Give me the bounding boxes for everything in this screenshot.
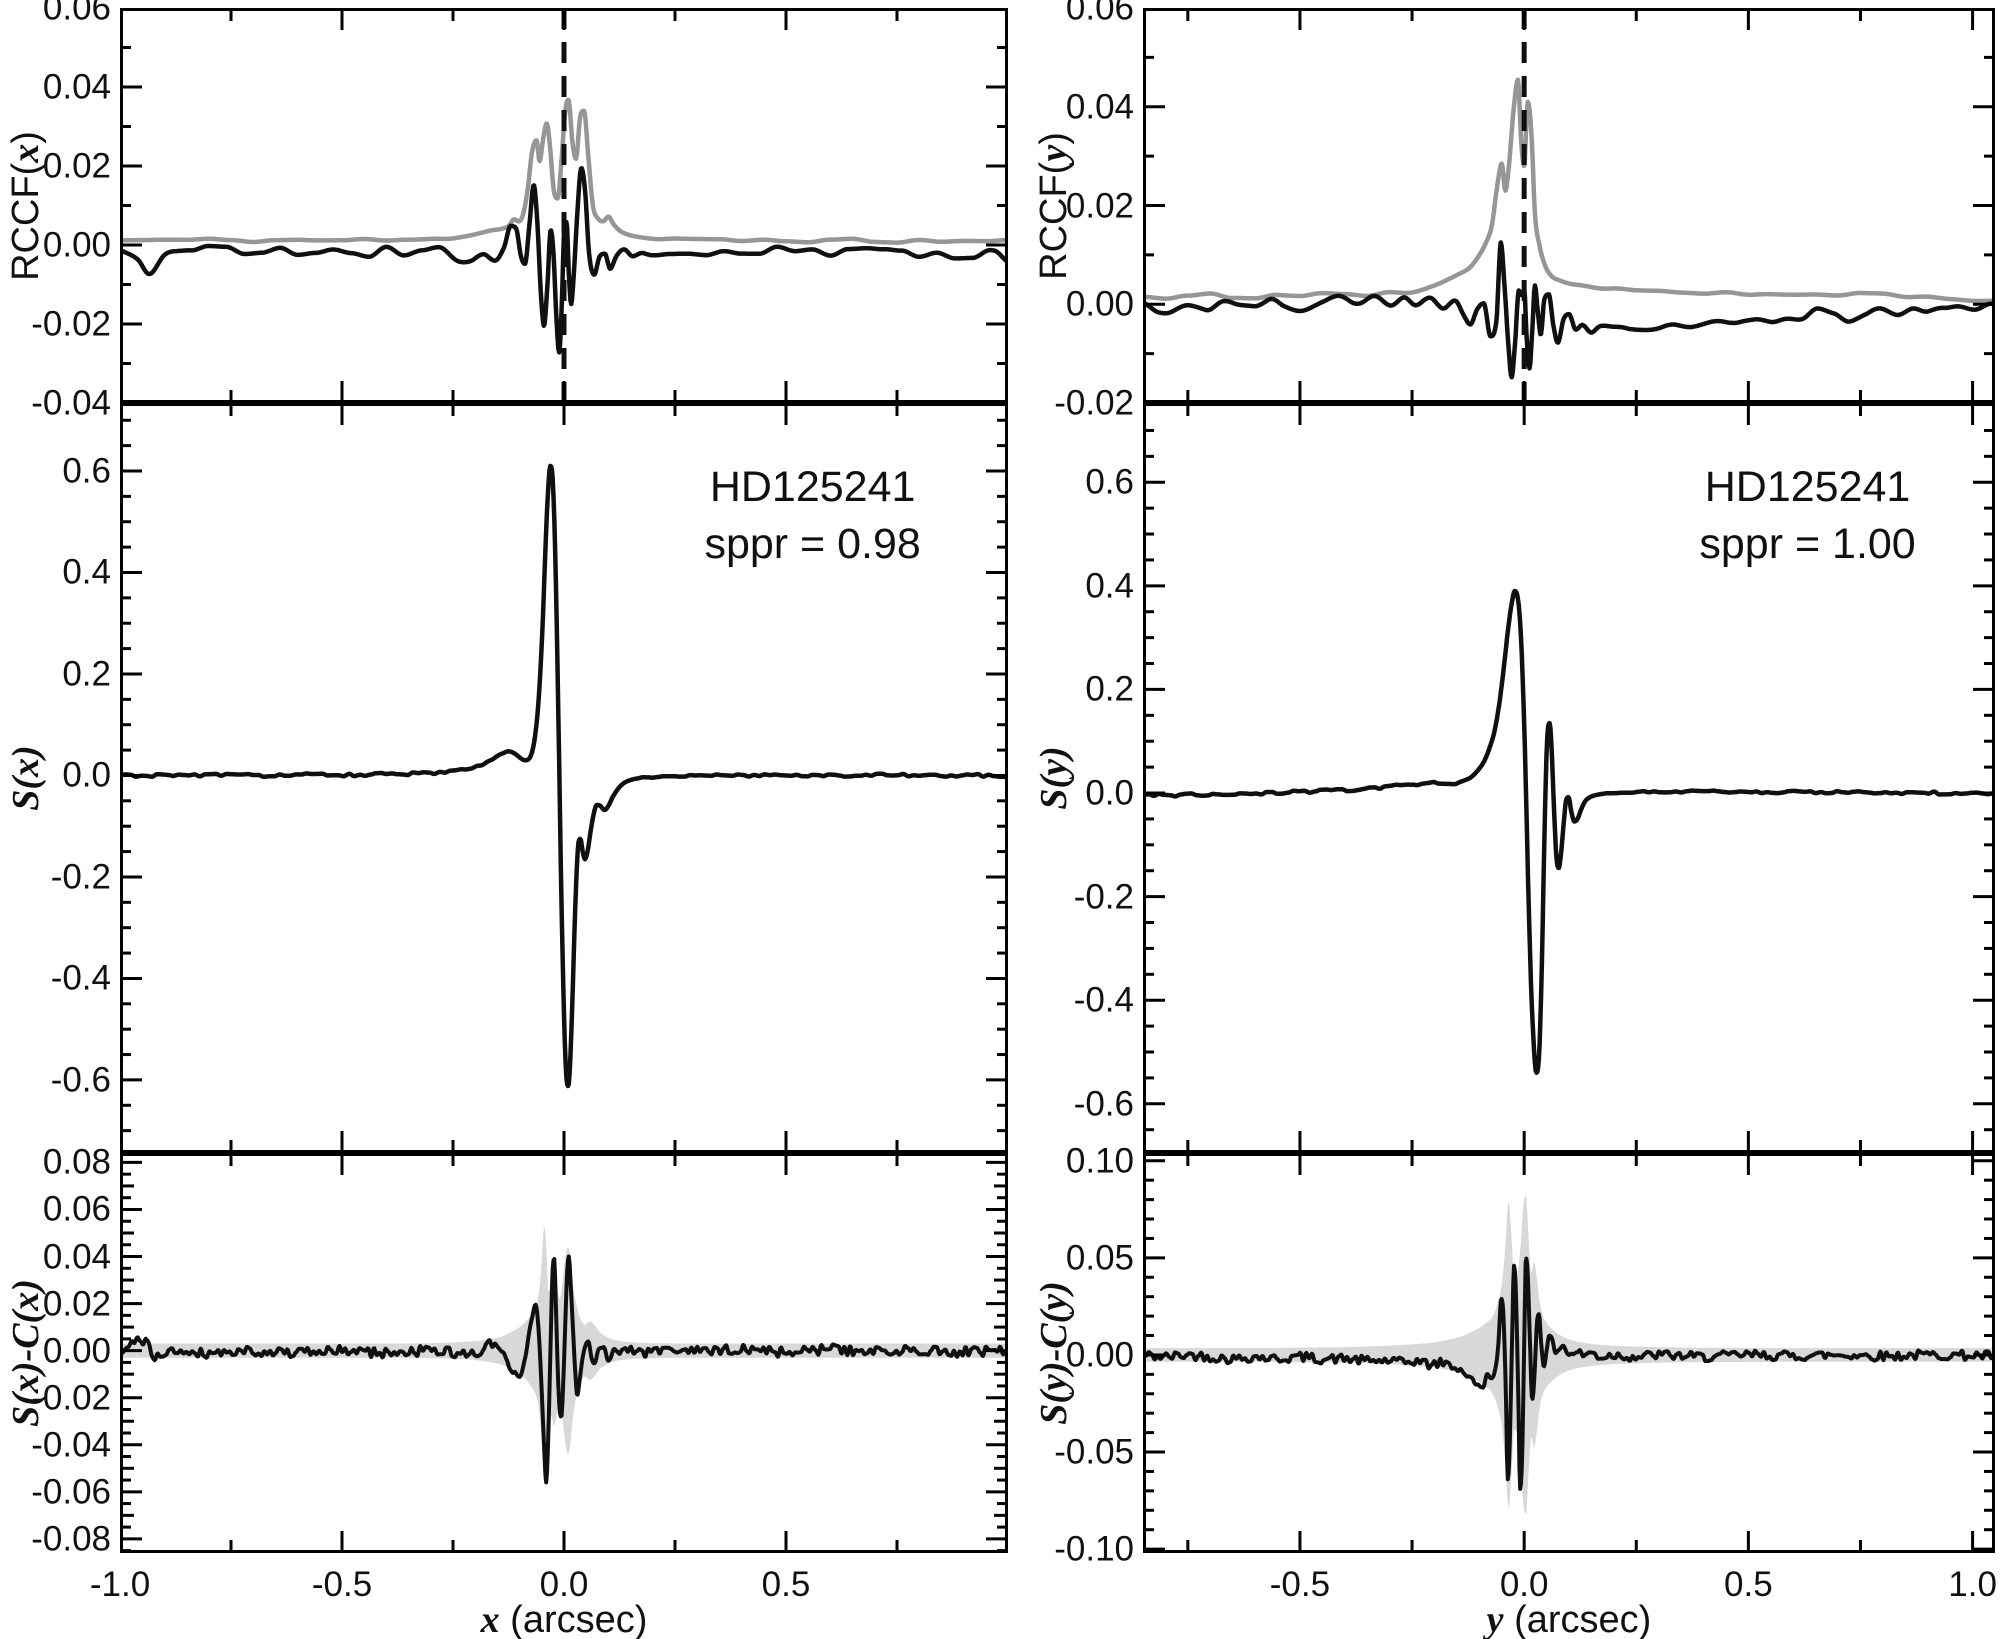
y-axis-title-rccf-y: RCCF(y) — [1033, 131, 1075, 280]
xtick-label-res-x: -1.0 — [89, 1565, 151, 1604]
panel-frame — [1143, 1153, 1995, 1553]
plot-area-s-x — [120, 403, 1008, 1153]
plot-area-res-y — [1143, 1153, 1995, 1553]
ytick-label-rccf-y: 0.00 — [1065, 284, 1134, 324]
sppr-value-label: sppr = 0.98 — [704, 520, 921, 569]
ytick-label-rccf-x: 0.02 — [42, 146, 111, 186]
ytick-label-rccf-x: 0.00 — [42, 225, 111, 265]
ytick-label-rccf-x: -0.04 — [31, 383, 111, 423]
star-name-label: HD125241 — [709, 463, 916, 512]
ytick-label-res-x: 0.04 — [42, 1237, 111, 1277]
plot-area-s-y — [1143, 403, 1995, 1153]
y-axis-title-res-x: S(x)-C(x) — [5, 1279, 47, 1427]
curve-target-black-rccf-y — [1143, 240, 1995, 380]
y-axis-title-res-y: S(y)-C(y) — [1033, 1281, 1075, 1425]
ytick-label-res-y: 0.00 — [1065, 1335, 1134, 1375]
ytick-label-s-y: 0.0 — [1085, 773, 1134, 813]
plot-area-rccf-y — [1143, 8, 1995, 403]
xtick-label-res-x: 0.5 — [761, 1565, 811, 1604]
x-axis-title-res-y: y (arcsec) — [1486, 1599, 1652, 1639]
y-axis-title-rccf-x: RCCF(x) — [5, 130, 47, 281]
ytick-label-rccf-x: 0.06 — [42, 0, 111, 28]
panel-frame — [120, 403, 1008, 1153]
ytick-label-rccf-y: 0.04 — [1065, 87, 1134, 127]
ytick-label-res-x: 0.08 — [42, 1142, 111, 1182]
xtick-label-res-x: -0.5 — [311, 1565, 373, 1604]
curve-reference-gray-rccf-y — [1143, 77, 1995, 304]
ytick-label-rccf-x: -0.02 — [31, 304, 111, 344]
ytick-label-s-y: 0.6 — [1085, 462, 1134, 502]
ytick-label-res-x: -0.04 — [31, 1425, 111, 1465]
ytick-label-s-y: -0.4 — [1073, 980, 1134, 1020]
tick-marks — [1143, 403, 1995, 1153]
ytick-label-s-y: -0.6 — [1073, 1084, 1134, 1124]
tick-marks — [120, 8, 1008, 403]
ytick-label-s-y: 0.2 — [1085, 669, 1134, 709]
panel-frame — [1143, 403, 1995, 1153]
ytick-label-rccf-y: 0.06 — [1065, 0, 1134, 28]
tick-marks — [1143, 8, 1995, 403]
ytick-label-rccf-x: 0.04 — [42, 67, 111, 107]
ytick-label-res-x: -0.08 — [31, 1519, 111, 1559]
plot-area-res-x — [120, 1153, 1008, 1553]
ytick-label-rccf-y: 0.02 — [1065, 186, 1134, 225]
x-axis-title-res-x: x (arcsec) — [480, 1599, 648, 1639]
ytick-label-res-x: -0.06 — [31, 1472, 111, 1512]
annotation-s-y: HD125241 sppr = 1.00 — [1699, 459, 1915, 573]
xtick-label-res-x: 0.0 — [539, 1565, 589, 1604]
xtick-label-res-y: 0.0 — [1499, 1565, 1549, 1604]
sppr-value-label: sppr = 1.00 — [1699, 520, 1916, 569]
ytick-label-res-y: -0.05 — [1054, 1432, 1134, 1472]
y-axis-title-s-x: S(x) — [5, 745, 47, 811]
xtick-label-res-y: -0.5 — [1269, 1565, 1331, 1604]
ytick-label-res-x: 0.00 — [42, 1331, 111, 1371]
ytick-label-s-x: 0.4 — [62, 552, 111, 592]
ytick-label-res-y: -0.10 — [1054, 1529, 1134, 1569]
panel-frame — [120, 8, 1008, 403]
curve-signal-black-s-x — [120, 463, 1008, 1089]
xtick-label-res-y: 1.0 — [1948, 1565, 1997, 1604]
ytick-label-s-x: -0.4 — [50, 958, 111, 998]
ytick-label-res-y: 0.10 — [1065, 1141, 1134, 1181]
ytick-label-s-y: 0.4 — [1085, 566, 1134, 606]
ytick-label-rccf-y: -0.02 — [1054, 383, 1134, 423]
curve-residual-black-res-x — [120, 1254, 1008, 1485]
ytick-label-s-y: -0.2 — [1073, 877, 1134, 917]
ytick-label-res-y: 0.05 — [1065, 1238, 1134, 1278]
ytick-label-s-x: 0.2 — [62, 654, 111, 694]
ytick-label-res-x: 0.06 — [42, 1189, 111, 1229]
ytick-label-s-x: -0.6 — [50, 1060, 111, 1100]
ytick-label-s-x: 0.6 — [62, 451, 111, 491]
ytick-label-s-x: -0.2 — [50, 857, 111, 897]
ytick-label-s-x: 0.0 — [62, 755, 111, 795]
xtick-label-res-y: 0.5 — [1724, 1565, 1773, 1604]
curve-signal-black-s-y — [1143, 588, 1995, 1075]
curve-residual-black-res-y — [1143, 1256, 1995, 1491]
panel-frame — [1143, 8, 1995, 403]
panel-frame — [120, 1153, 1008, 1553]
y-axis-title-s-y: S(y) — [1033, 746, 1075, 810]
plot-area-rccf-x — [120, 8, 1008, 403]
ytick-label-res-x: -0.02 — [31, 1378, 111, 1418]
ytick-label-res-x: 0.02 — [42, 1284, 111, 1324]
star-name-label: HD125241 — [1704, 463, 1911, 512]
annotation-s-x: HD125241 sppr = 0.98 — [704, 459, 920, 573]
